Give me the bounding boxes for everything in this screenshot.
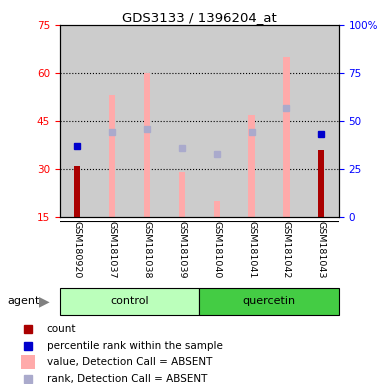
Text: percentile rank within the sample: percentile rank within the sample (47, 341, 223, 351)
Bar (214, 201, 220, 217)
Bar (164, 25, 199, 217)
Text: GSM181040: GSM181040 (212, 221, 221, 278)
Text: control: control (110, 296, 149, 306)
Text: GSM181038: GSM181038 (142, 221, 151, 278)
Bar (283, 57, 290, 217)
Bar (199, 25, 234, 217)
Bar (109, 95, 115, 217)
Bar (318, 150, 325, 217)
Bar (248, 114, 255, 217)
Text: GSM181039: GSM181039 (177, 221, 186, 278)
Text: GSM181042: GSM181042 (282, 221, 291, 278)
Bar (144, 73, 150, 217)
Bar (179, 172, 185, 217)
Bar (60, 288, 199, 315)
Text: ▶: ▶ (39, 295, 50, 308)
Bar (74, 166, 80, 217)
Title: GDS3133 / 1396204_at: GDS3133 / 1396204_at (122, 11, 276, 24)
Bar (60, 25, 95, 217)
Bar (304, 25, 339, 217)
Bar (95, 25, 129, 217)
Text: quercetin: quercetin (243, 296, 296, 306)
Text: count: count (47, 324, 76, 334)
Text: rank, Detection Call = ABSENT: rank, Detection Call = ABSENT (47, 374, 207, 384)
Text: value, Detection Call = ABSENT: value, Detection Call = ABSENT (47, 357, 212, 367)
Bar (21, 355, 35, 369)
Text: GSM181037: GSM181037 (107, 221, 117, 278)
Bar (269, 25, 304, 217)
Text: GSM180920: GSM180920 (73, 221, 82, 278)
Text: agent: agent (8, 296, 40, 306)
Bar (234, 25, 269, 217)
Bar (199, 288, 339, 315)
Text: GSM181041: GSM181041 (247, 221, 256, 278)
Text: GSM181043: GSM181043 (317, 221, 326, 278)
Bar (129, 25, 164, 217)
